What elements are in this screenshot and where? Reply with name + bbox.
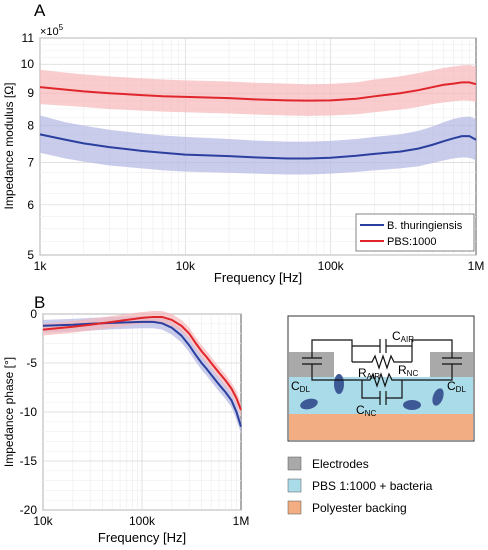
chart-a-bands — [40, 65, 476, 175]
legend-label-electrodes: Electrodes — [312, 457, 369, 471]
series-0-error-band — [40, 115, 476, 175]
legend-label-pbs: PBS:1000 — [387, 236, 437, 248]
y-tick-label: 5 — [27, 248, 34, 262]
circuit-wires — [302, 339, 462, 405]
panel-b-label: B — [34, 293, 45, 312]
bacterium — [432, 388, 444, 406]
y-tick-label: -20 — [20, 503, 38, 517]
series-0-error-band — [43, 315, 241, 434]
chart-a-tick-labels: 1k 10k 100k 1M 5 6 7 8 9 10 11 — [21, 31, 485, 273]
legend-label-polyester: Polyester backing — [312, 501, 407, 515]
legend-swatch-polyester — [287, 500, 302, 515]
legend-swatch-electrodes — [287, 456, 302, 471]
x-tick-label: 10k — [176, 259, 196, 273]
bacterium — [334, 374, 344, 394]
circuit-diagram: CAIR RAIR RNC CNC CDL CDL — [287, 315, 475, 442]
series-1-line — [39, 81, 477, 102]
x-tick-label: 100k — [129, 514, 156, 528]
y-tick-label: 7 — [27, 155, 34, 169]
x-tick-label: 1k — [34, 259, 48, 273]
y-tick-label: 11 — [22, 31, 35, 45]
y-tick-label: -10 — [20, 405, 38, 419]
label-c-dl-left: CDL — [291, 379, 310, 394]
y-tick-label: 6 — [27, 198, 34, 212]
pbs-layer — [289, 377, 473, 414]
polyester-layer — [289, 414, 473, 440]
label-c-air: CAIR — [392, 329, 414, 344]
impedance-phase-chart: 10k 100k 1M 0 -5 -10 -15 -20 Frequency [Hz] Imp… — [2, 307, 249, 545]
chart-a-lines — [39, 81, 477, 160]
diagram-legend: Electrodes PBS 1:1000 + bacteria Polyest… — [287, 456, 433, 515]
chart-a-ylabel: Impedance modulus [Ω] — [2, 82, 16, 209]
y-tick-label: -15 — [20, 454, 38, 468]
x-tick-label: 1M — [468, 259, 485, 273]
chart-a-y-multiplier: ×105 — [40, 23, 64, 38]
bacterium — [403, 400, 421, 410]
chart-b-grid — [42, 313, 241, 511]
label-c-nc: CNC — [356, 403, 376, 418]
y-tick-label: 10 — [21, 57, 35, 71]
y-tick-label: 9 — [27, 86, 34, 100]
chart-a-legend: B. thuringiensis PBS:1000 — [355, 213, 475, 252]
chart-b-lines — [42, 315, 242, 427]
chart-b-xlabel: Frequency [Hz] — [98, 530, 186, 545]
chart-b-tick-labels: 10k 100k 1M 0 -5 -10 -15 -20 — [20, 307, 250, 528]
bacterium — [300, 398, 318, 410]
x-tick-label: 1M — [233, 514, 250, 528]
label-r-air: RAIR — [358, 366, 380, 381]
legend-swatch-pbs-bacteria — [287, 478, 302, 493]
legend-label-pbs-bacteria: PBS 1:1000 + bacteria — [312, 479, 433, 493]
panel-a-label: A — [34, 1, 46, 20]
label-c-dl-right: CDL — [447, 379, 466, 394]
y-tick-label: 0 — [30, 307, 37, 321]
chart-b-ylabel: Impedance phase [°] — [2, 357, 16, 467]
impedance-modulus-chart: 1k 10k 100k 1M 5 6 7 8 9 10 11 ×105 Frequency [Hz]… — [2, 23, 484, 285]
legend-label-b-thuringiensis: B. thuringiensis — [387, 220, 463, 232]
chart-a-xlabel: Frequency [Hz] — [214, 270, 302, 285]
y-tick-label: -5 — [26, 356, 37, 370]
x-tick-label: 100k — [318, 259, 345, 273]
series-0-line — [42, 320, 242, 427]
series-0-line — [39, 133, 477, 160]
x-tick-label: 10k — [33, 514, 53, 528]
label-r-nc: RNC — [398, 363, 418, 378]
y-tick-label: 8 — [27, 119, 34, 133]
series-1-error-band — [40, 65, 476, 116]
series-1-line — [42, 315, 242, 411]
